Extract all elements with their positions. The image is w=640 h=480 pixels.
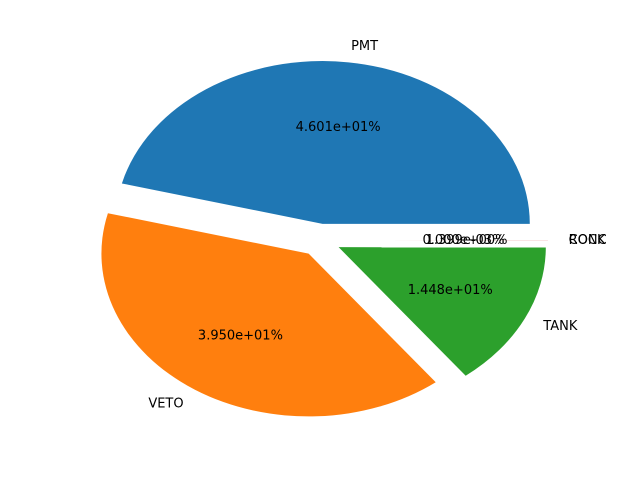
pie-slice-pmt [121,61,530,224]
pct-label-conc: 0.000e+00% [423,233,508,248]
pie-slice-veto [101,213,436,417]
slice-label-conc: CONC [569,233,607,248]
pct-label-pmt: 4.601e+01% [296,120,381,135]
slice-label-rock: ROCK [569,233,606,248]
pie-slice-tank [338,247,546,376]
labels: PMT 4.601e+01% VETO 3.950e+01% TANK 1.448e+01… [148,39,606,411]
slices [101,61,548,417]
pct-label-tank: 1.448e+01% [408,283,493,298]
pct-label-rock: 1.399e-03% [426,233,505,248]
slice-label-pmt: PMT [351,39,378,54]
slice-label-veto: VETO [148,396,183,411]
pct-label-veto: 3.950e+01% [198,328,283,343]
slice-label-tank: TANK [542,319,578,334]
